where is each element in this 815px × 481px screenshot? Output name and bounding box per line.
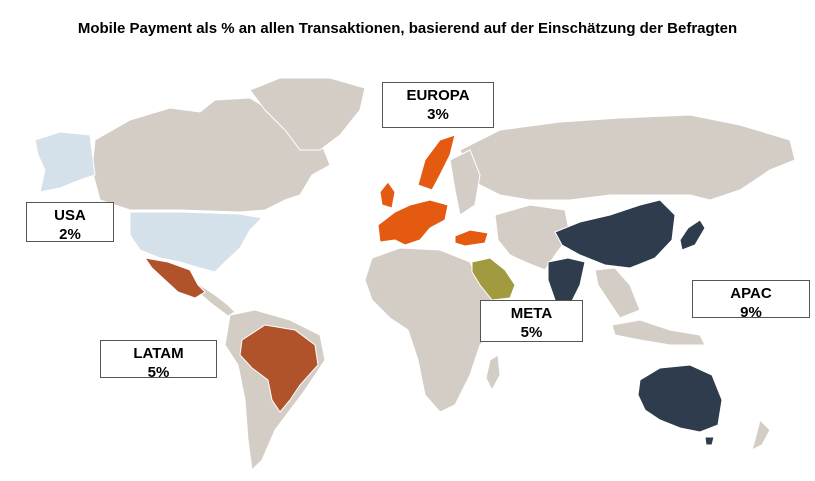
land-uk [379,181,396,209]
map-title: Mobile Payment als % an allen Transaktio… [77,20,738,37]
land-brazil [239,324,319,413]
label-meta-name: META [510,305,553,322]
land-saudi-arabia [471,257,516,301]
label-latam-name: LATAM [133,345,184,362]
label-europa-value: 3% [427,106,449,123]
land-indonesia [611,319,706,346]
land-tasmania [704,436,715,446]
label-apac: APAC 9% [692,280,810,321]
land-africa [364,247,501,413]
region-europa-shapes [377,134,489,247]
land-japan [679,219,706,251]
land-turkey [454,229,489,247]
land-central-america [197,284,236,317]
land-usa [129,211,264,273]
land-china [554,199,676,269]
land-southeast-asia [594,267,641,319]
land-madagascar [485,354,501,392]
label-europa-name: EUROPA [406,87,470,104]
land-new-zealand [751,419,771,451]
land-russia [459,114,796,201]
land-alaska [34,131,96,193]
label-usa-name: USA [54,207,86,224]
land-greenland [249,77,366,151]
label-europa: EUROPA 3% [382,82,494,128]
label-usa: USA 2% [26,202,114,243]
land-western-europe [377,199,449,246]
label-apac-name: APAC [730,285,772,302]
land-eastern-europe [449,149,481,216]
region-usa-shapes [34,131,264,273]
land-canada [91,97,331,213]
background-land [91,77,796,472]
label-latam: LATAM 5% [100,340,217,381]
label-apac-value: 9% [740,304,762,321]
label-meta: META 5% [480,300,583,342]
land-scandinavia [417,134,456,191]
land-mexico [143,257,206,299]
label-meta-value: 5% [520,324,543,341]
label-usa-value: 2% [59,226,81,243]
label-latam-value: 5% [147,364,170,381]
land-australia [637,364,723,433]
region-apac-shapes [547,199,723,446]
